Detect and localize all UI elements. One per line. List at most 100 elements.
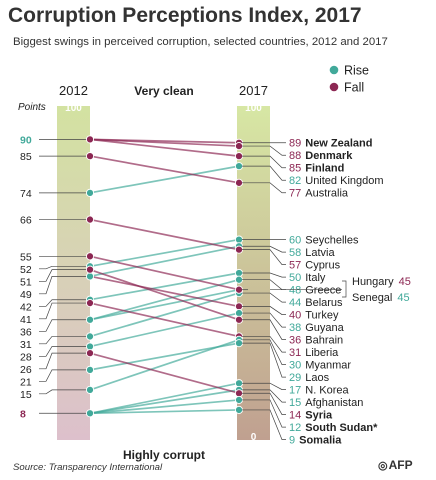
marker-2017-somalia: [234, 405, 244, 414]
slope-line-finland: [89, 138, 240, 157]
marker-2012-51: [85, 265, 95, 274]
value-2017-italy: 50: [289, 272, 301, 284]
slope-line-united-kingdom: [89, 165, 240, 194]
leader-2017-cyprus: [242, 249, 286, 265]
leader-2017-united-kingdom: [242, 165, 286, 181]
value-2017-finland: 85: [289, 163, 301, 175]
value-2017-south-sudan: 12: [289, 422, 301, 434]
country-name-denmark: Denmark: [305, 150, 353, 162]
value-2017-bahrain: 36: [289, 335, 301, 347]
marker-2012-74: [85, 188, 95, 197]
country-name-afghanistan: Afghanistan: [305, 397, 363, 409]
slope-line-greece: [89, 278, 240, 321]
afp-logo: ◎AFP: [378, 458, 413, 472]
country-name-somalia: Somalia: [299, 435, 342, 447]
slope-line-belarus: [89, 292, 240, 338]
label-2017-cyprus: 57 Cyprus: [289, 260, 341, 272]
label-2017-senegal: Senegal 45: [352, 292, 410, 304]
marker-2012-36: [85, 315, 95, 324]
value-2017-latvia: 58: [289, 247, 301, 259]
leader-2017-syria: [242, 392, 286, 415]
legend-fall-marker: [329, 82, 339, 92]
slope-line-italy: [89, 272, 240, 301]
highly-corrupt-label: Highly corrupt: [123, 448, 205, 462]
tick-2012-leader-15: [39, 389, 90, 395]
country-name-syria: Syria: [305, 410, 333, 422]
label-2017-latvia: 58 Latvia: [289, 247, 335, 259]
marker-2012-15: [85, 385, 95, 394]
country-name-new-zealand: New Zealand: [305, 138, 372, 150]
slope-line-turkey: [89, 275, 240, 308]
tick-2012-leader-21: [39, 369, 90, 382]
marker-2017-denmark: [234, 142, 244, 151]
marker-2012-26: [85, 349, 95, 358]
bar-2012: [57, 106, 90, 440]
marker-2017-hungary-senegal: [234, 285, 244, 294]
tick-2012-42: 42: [20, 301, 32, 313]
marker-2012-49: [85, 272, 95, 281]
label-2017-seychelles: 60 Seychelles: [289, 235, 359, 247]
country-name-greece: Greece: [305, 285, 341, 297]
leader-2017-n-korea: [242, 382, 286, 390]
label-2017-liberia: 31 Liberia: [289, 347, 339, 359]
logo-text: AFP: [388, 458, 413, 472]
tick-2012-36: 36: [20, 326, 32, 338]
slope-line-denmark: [89, 138, 240, 147]
marker-2017-australia: [234, 178, 244, 187]
marker-2017-turkey: [234, 302, 244, 311]
tick-2012-66: 66: [20, 215, 32, 227]
bar-2012-top-label: 100: [65, 103, 82, 114]
year-2012-label: 2012: [59, 83, 88, 98]
leader-2017-denmark: [242, 145, 286, 156]
label-2017-italy: 50 Italy: [289, 272, 326, 284]
value-2017-denmark: 88: [289, 150, 301, 162]
label-2017-australia: 77 Australia: [289, 188, 349, 200]
value-2017-hungary: 45: [399, 276, 411, 288]
country-name-n-korea: N. Korea: [305, 385, 349, 397]
slope-line-australia: [89, 155, 240, 184]
tick-2012-49: 49: [20, 289, 32, 301]
marker-2017-cyprus: [234, 245, 244, 254]
legend-rise-marker: [329, 65, 339, 75]
label-2017-myanmar: 30 Myanmar: [289, 360, 351, 372]
side-bracket: [342, 280, 347, 298]
bar-2017-top-label: 100: [245, 103, 262, 114]
leader-2017-belarus: [242, 292, 286, 303]
value-2017-senegal: 45: [397, 292, 409, 304]
label-2017-n-korea: 17 N. Korea: [289, 385, 350, 397]
country-name-turkey: Turkey: [305, 310, 339, 322]
marker-2012-8: [85, 409, 95, 418]
country-name-seychelles: Seychelles: [305, 235, 359, 247]
tick-2012-leader-52: [39, 265, 90, 270]
slope-line-senegal: [89, 288, 240, 321]
tick-2012-leader-31: [39, 336, 90, 345]
value-2017-liberia: 31: [289, 347, 301, 359]
country-name-guyana: Guyana: [305, 322, 344, 334]
marker-2017-south-sudan: [234, 395, 244, 404]
value-2017-greece: 48: [289, 285, 301, 297]
country-name-myanmar: Myanmar: [305, 360, 351, 372]
marker-2017-n-korea: [234, 379, 244, 388]
value-2017-myanmar: 30: [289, 360, 301, 372]
tick-2012-leader-42: [39, 299, 90, 307]
slope-line-somalia: [89, 409, 240, 415]
leader-2017-south-sudan: [242, 399, 286, 428]
tick-2012-28: 28: [20, 351, 32, 363]
country-name-united-kingdom: United Kingdom: [305, 175, 383, 187]
tick-2012-leader-49: [39, 275, 90, 295]
points-axis-label: Points: [18, 102, 46, 113]
value-2017-guyana: 38: [289, 322, 301, 334]
tick-2012-74: 74: [20, 188, 32, 200]
marker-2012-28: [85, 342, 95, 351]
leader-2017-finland: [242, 155, 286, 169]
leader-2017-somalia: [242, 409, 286, 440]
marker-2017-italy: [234, 268, 244, 278]
country-name-belarus: Belarus: [305, 297, 343, 309]
tick-2012-8: 8: [20, 408, 26, 420]
bar-2017-bottom-label: 0: [251, 432, 257, 443]
very-clean-label: Very clean: [134, 84, 193, 98]
leader-2017-australia: [242, 182, 286, 194]
marker-2017-guyana: [234, 309, 244, 318]
slope-line-latvia: [89, 245, 240, 278]
chart-title: Corruption Perceptions Index, 2017: [8, 4, 362, 27]
